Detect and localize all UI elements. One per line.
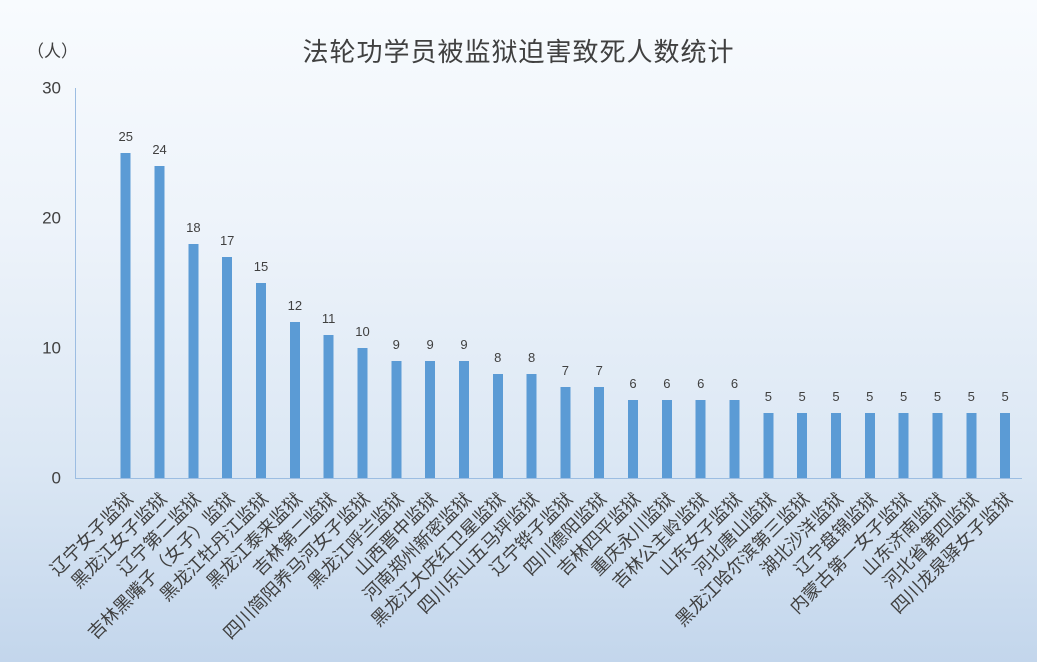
bar-17 bbox=[661, 400, 672, 478]
value-label-15: 7 bbox=[596, 363, 603, 378]
value-label-8: 10 bbox=[355, 324, 369, 339]
value-label-7: 11 bbox=[322, 311, 336, 326]
value-label-27: 5 bbox=[1001, 389, 1008, 404]
value-label-21: 5 bbox=[799, 389, 806, 404]
value-label-18: 6 bbox=[697, 376, 704, 391]
bar-20 bbox=[763, 413, 774, 478]
value-label-25: 5 bbox=[934, 389, 941, 404]
bar-11 bbox=[458, 361, 469, 478]
value-label-13: 8 bbox=[528, 350, 535, 365]
value-labels: 25 24 18 17 15 12 11 10 9 9 9 8 8 7 7 6 6 6 6 5 5 5 5 5 5 5 5 bbox=[118, 129, 1008, 404]
bar-18 bbox=[695, 400, 706, 478]
bar-9 bbox=[391, 361, 402, 478]
value-label-17: 6 bbox=[663, 376, 670, 391]
bar-23 bbox=[864, 413, 875, 478]
value-label-22: 5 bbox=[832, 389, 839, 404]
bar-7 bbox=[323, 335, 334, 478]
chart-title: 法轮功学员被监狱迫害致死人数统计 bbox=[302, 37, 735, 67]
bar-12 bbox=[492, 374, 503, 478]
value-label-10: 9 bbox=[427, 337, 434, 352]
bar-4 bbox=[222, 257, 233, 478]
value-label-11: 9 bbox=[460, 337, 467, 352]
value-label-2: 24 bbox=[152, 142, 166, 157]
bar-15 bbox=[594, 387, 605, 478]
bar-16 bbox=[628, 400, 639, 478]
y-tick-label-0: 0 bbox=[52, 469, 61, 488]
value-label-23: 5 bbox=[866, 389, 873, 404]
value-label-5: 15 bbox=[254, 259, 268, 274]
y-tick-label-10: 10 bbox=[42, 339, 61, 358]
y-axis-unit-label: （人） bbox=[27, 42, 78, 61]
bar-14 bbox=[560, 387, 571, 478]
value-label-19: 6 bbox=[731, 376, 738, 391]
bar-13 bbox=[526, 374, 537, 478]
bar-24 bbox=[898, 413, 909, 478]
y-tick-label-30: 30 bbox=[42, 79, 61, 98]
bar-27 bbox=[1000, 413, 1011, 478]
bar-19 bbox=[729, 400, 740, 478]
bar-2 bbox=[154, 166, 165, 478]
value-label-4: 17 bbox=[220, 233, 234, 248]
axes bbox=[75, 88, 1022, 479]
bar-8 bbox=[357, 348, 368, 478]
value-label-3: 18 bbox=[186, 220, 200, 235]
value-label-16: 6 bbox=[629, 376, 636, 391]
bar-6 bbox=[289, 322, 300, 478]
bar-21 bbox=[797, 413, 808, 478]
category-labels: 辽宁女子监狱黑龙江女子监狱辽宁第二监狱吉林黑嘴子（女子）监狱黑龙江牡丹江监狱黑龙… bbox=[46, 489, 1016, 643]
y-tick-label-20: 20 bbox=[42, 209, 61, 228]
bar-25 bbox=[932, 413, 943, 478]
y-tick-labels: 0 10 20 30 bbox=[42, 79, 61, 488]
bar-1 bbox=[120, 153, 131, 478]
value-label-14: 7 bbox=[562, 363, 569, 378]
bar-26 bbox=[966, 413, 977, 478]
bar-5 bbox=[256, 283, 267, 478]
value-label-26: 5 bbox=[968, 389, 975, 404]
value-label-12: 8 bbox=[494, 350, 501, 365]
bar-22 bbox=[830, 413, 841, 478]
bar-3 bbox=[188, 244, 199, 478]
bar-10 bbox=[425, 361, 436, 478]
value-label-9: 9 bbox=[393, 337, 400, 352]
value-label-24: 5 bbox=[900, 389, 907, 404]
bars bbox=[120, 153, 1011, 478]
value-label-6: 12 bbox=[288, 298, 302, 313]
value-label-1: 25 bbox=[118, 129, 132, 144]
value-label-20: 5 bbox=[765, 389, 772, 404]
